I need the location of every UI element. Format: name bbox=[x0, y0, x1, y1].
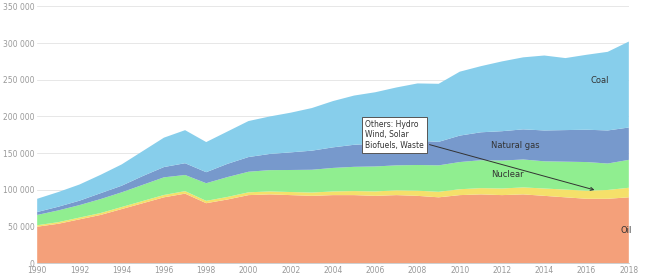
Text: Coal: Coal bbox=[591, 76, 609, 85]
Text: Nuclear: Nuclear bbox=[492, 170, 524, 179]
Text: Others: Hydro
Wind, Solar
Biofuels, Waste: Others: Hydro Wind, Solar Biofuels, Wast… bbox=[365, 120, 594, 190]
Text: Natural gas: Natural gas bbox=[492, 142, 540, 150]
Text: Oil: Oil bbox=[621, 226, 632, 235]
